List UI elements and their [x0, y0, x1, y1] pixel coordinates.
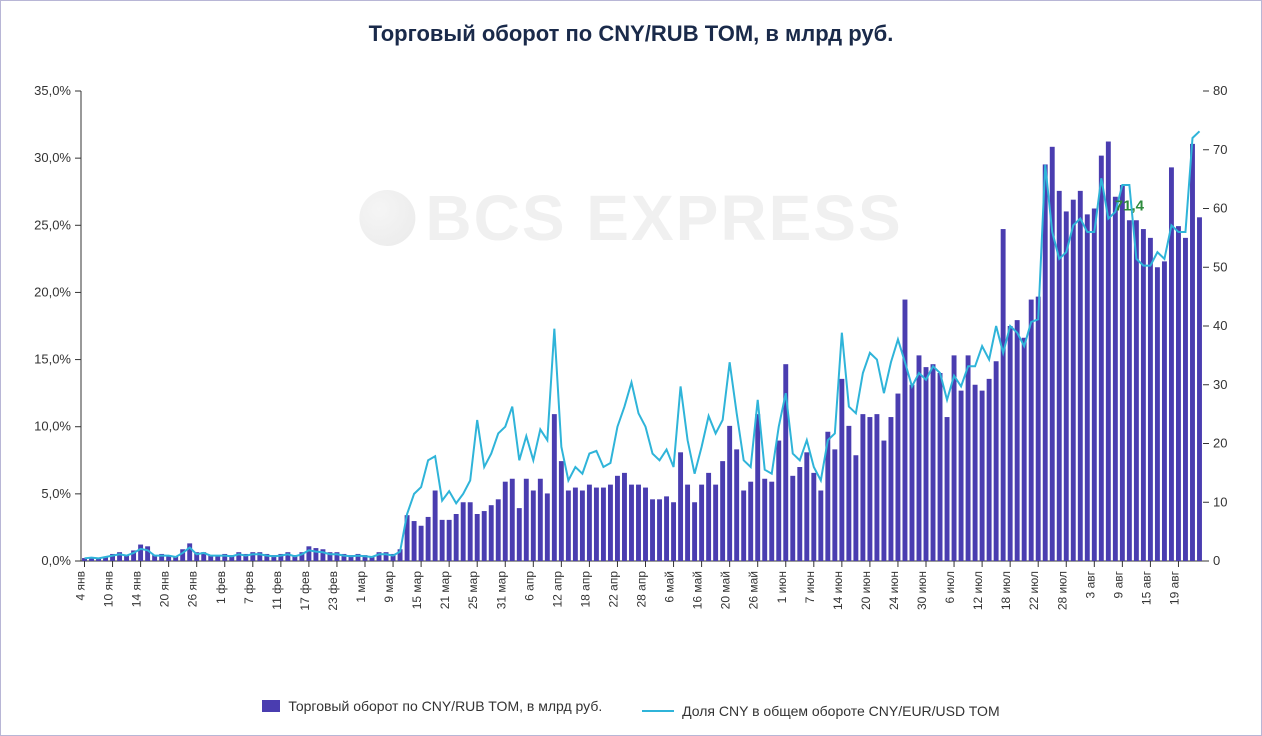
svg-text:70: 70 [1213, 142, 1227, 157]
svg-text:30,0%: 30,0% [34, 150, 71, 165]
svg-text:14 июн: 14 июн [831, 571, 845, 610]
svg-text:5,0%: 5,0% [41, 486, 71, 501]
legend-swatch-bar [262, 700, 280, 712]
svg-text:12 апр: 12 апр [550, 571, 564, 608]
svg-text:6 июл: 6 июл [943, 571, 957, 603]
svg-text:60: 60 [1213, 201, 1227, 216]
svg-text:24 июн: 24 июн [887, 571, 901, 610]
svg-text:71,4: 71,4 [1115, 197, 1145, 214]
legend-swatch-line [642, 710, 674, 712]
svg-text:50: 50 [1213, 259, 1227, 274]
svg-text:10 янв: 10 янв [102, 571, 116, 607]
svg-text:15 авг: 15 авг [1139, 570, 1153, 605]
svg-text:7 июн: 7 июн [803, 571, 817, 603]
svg-text:15,0%: 15,0% [34, 352, 71, 367]
svg-text:1 мар: 1 мар [354, 571, 368, 603]
svg-text:28 апр: 28 апр [635, 571, 649, 608]
svg-text:18 апр: 18 апр [578, 571, 592, 608]
svg-text:11 фев: 11 фев [270, 571, 284, 610]
svg-text:10: 10 [1213, 494, 1227, 509]
svg-text:26 янв: 26 янв [186, 571, 200, 607]
svg-text:30 июн: 30 июн [915, 571, 929, 610]
svg-text:28 июл: 28 июл [1055, 571, 1069, 610]
svg-text:4 янв: 4 янв [74, 571, 88, 601]
plot-svg: 0,0%5,0%10,0%15,0%20,0%25,0%30,0%35,0%01… [81, 91, 1203, 561]
svg-text:16 май: 16 май [691, 571, 705, 609]
svg-text:35,0%: 35,0% [34, 83, 71, 98]
svg-text:22 июл: 22 июл [1027, 571, 1041, 610]
legend-item-line: Доля CNY в общем обороте CNY/EUR/USD TOM [642, 703, 999, 719]
svg-text:31 мар: 31 мар [494, 571, 508, 610]
legend-bar-label: Торговый оборот по CNY/RUB TOM, в млрд р… [288, 698, 602, 714]
plot-area: 0,0%5,0%10,0%15,0%20,0%25,0%30,0%35,0%01… [81, 91, 1201, 561]
svg-text:0,0%: 0,0% [41, 553, 71, 568]
svg-text:3 авг: 3 авг [1083, 570, 1097, 598]
svg-text:9 мар: 9 мар [382, 571, 396, 603]
svg-text:25 мар: 25 мар [466, 571, 480, 610]
svg-text:40: 40 [1213, 318, 1227, 333]
svg-text:15 мар: 15 мар [410, 571, 424, 610]
svg-text:0: 0 [1213, 553, 1220, 568]
legend-item-bar: Торговый оборот по CNY/RUB TOM, в млрд р… [262, 698, 602, 714]
svg-text:14 янв: 14 янв [130, 571, 144, 607]
svg-text:80: 80 [1213, 83, 1227, 98]
legend: Торговый оборот по CNY/RUB TOM, в млрд р… [1, 698, 1261, 719]
svg-text:17 фев: 17 фев [298, 571, 312, 611]
svg-text:6 апр: 6 апр [522, 571, 536, 601]
svg-text:20: 20 [1213, 436, 1227, 451]
svg-text:30: 30 [1213, 377, 1227, 392]
svg-text:12 июл: 12 июл [971, 571, 985, 610]
svg-text:20,0%: 20,0% [34, 284, 71, 299]
chart-title: Торговый оборот по CNY/RUB TOM, в млрд р… [1, 1, 1261, 47]
svg-text:22 апр: 22 апр [606, 571, 620, 608]
svg-text:10,0%: 10,0% [34, 419, 71, 434]
svg-text:20 май: 20 май [719, 571, 733, 609]
svg-text:21 мар: 21 мар [438, 571, 452, 610]
svg-text:26 май: 26 май [747, 571, 761, 609]
svg-text:25,0%: 25,0% [34, 217, 71, 232]
legend-line-label: Доля CNY в общем обороте CNY/EUR/USD TOM [682, 703, 999, 719]
chart-frame: Торговый оборот по CNY/RUB TOM, в млрд р… [0, 0, 1262, 736]
svg-text:6 май: 6 май [663, 571, 677, 603]
svg-text:20 янв: 20 янв [158, 571, 172, 607]
svg-text:1 фев: 1 фев [214, 571, 228, 604]
svg-text:1 июн: 1 июн [775, 571, 789, 603]
svg-text:9 авг: 9 авг [1111, 570, 1125, 598]
svg-text:23 фев: 23 фев [326, 571, 340, 611]
svg-text:19 авг: 19 авг [1167, 570, 1181, 605]
svg-text:20 июн: 20 июн [859, 571, 873, 610]
svg-text:7 фев: 7 фев [242, 571, 256, 604]
svg-text:18 июл: 18 июл [999, 571, 1013, 610]
